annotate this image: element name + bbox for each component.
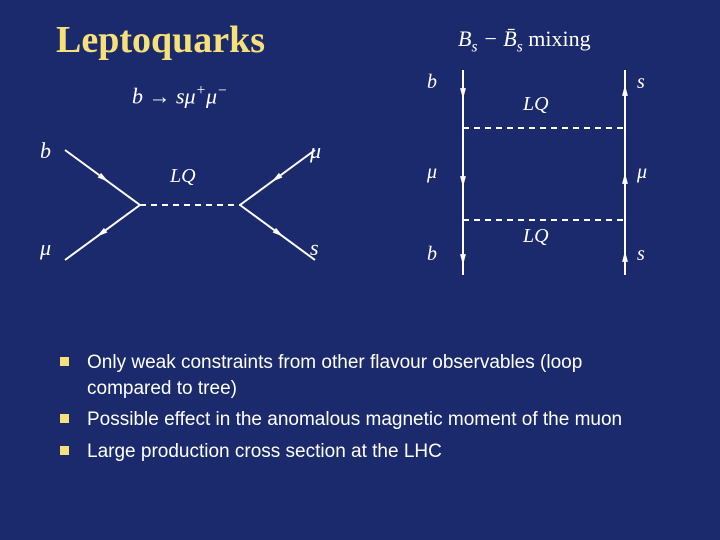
formula-bsmumu: b → sμ+μ− <box>132 82 227 109</box>
bullet-item: Only weak constraints from other flavour… <box>60 350 670 401</box>
svg-text:LQ: LQ <box>522 93 549 115</box>
formula-bsmixing: Bs − B̄s mixing <box>458 26 591 56</box>
bullet-list: Only weak constraints from other flavour… <box>60 350 670 471</box>
bullet-marker-icon <box>60 357 69 366</box>
bullet-marker-icon <box>60 446 69 455</box>
svg-text:μ: μ <box>309 138 321 163</box>
svg-text:b: b <box>40 138 51 163</box>
feynman-diagram-tree: b μ μ s LQ <box>40 110 360 280</box>
svg-text:b: b <box>427 243 437 265</box>
svg-text:s: s <box>637 71 645 93</box>
bullet-marker-icon <box>60 414 69 423</box>
page-title: Leptoquarks <box>56 18 265 62</box>
svg-text:b: b <box>427 71 437 93</box>
bullet-text: Large production cross section at the LH… <box>87 439 442 465</box>
bullet-item: Large production cross section at the LH… <box>60 439 670 465</box>
svg-text:s: s <box>310 235 319 260</box>
svg-text:μ: μ <box>636 161 647 183</box>
bullet-item: Possible effect in the anomalous magneti… <box>60 407 670 433</box>
svg-text:μ: μ <box>426 161 437 183</box>
svg-text:s: s <box>637 243 645 265</box>
feynman-diagram-box: b s μ μ b s LQ LQ <box>415 60 685 290</box>
svg-text:LQ: LQ <box>169 165 196 187</box>
bullet-text: Only weak constraints from other flavour… <box>87 350 670 401</box>
bullet-text: Possible effect in the anomalous magneti… <box>87 407 622 433</box>
svg-text:μ: μ <box>40 235 51 260</box>
svg-text:LQ: LQ <box>522 225 549 247</box>
